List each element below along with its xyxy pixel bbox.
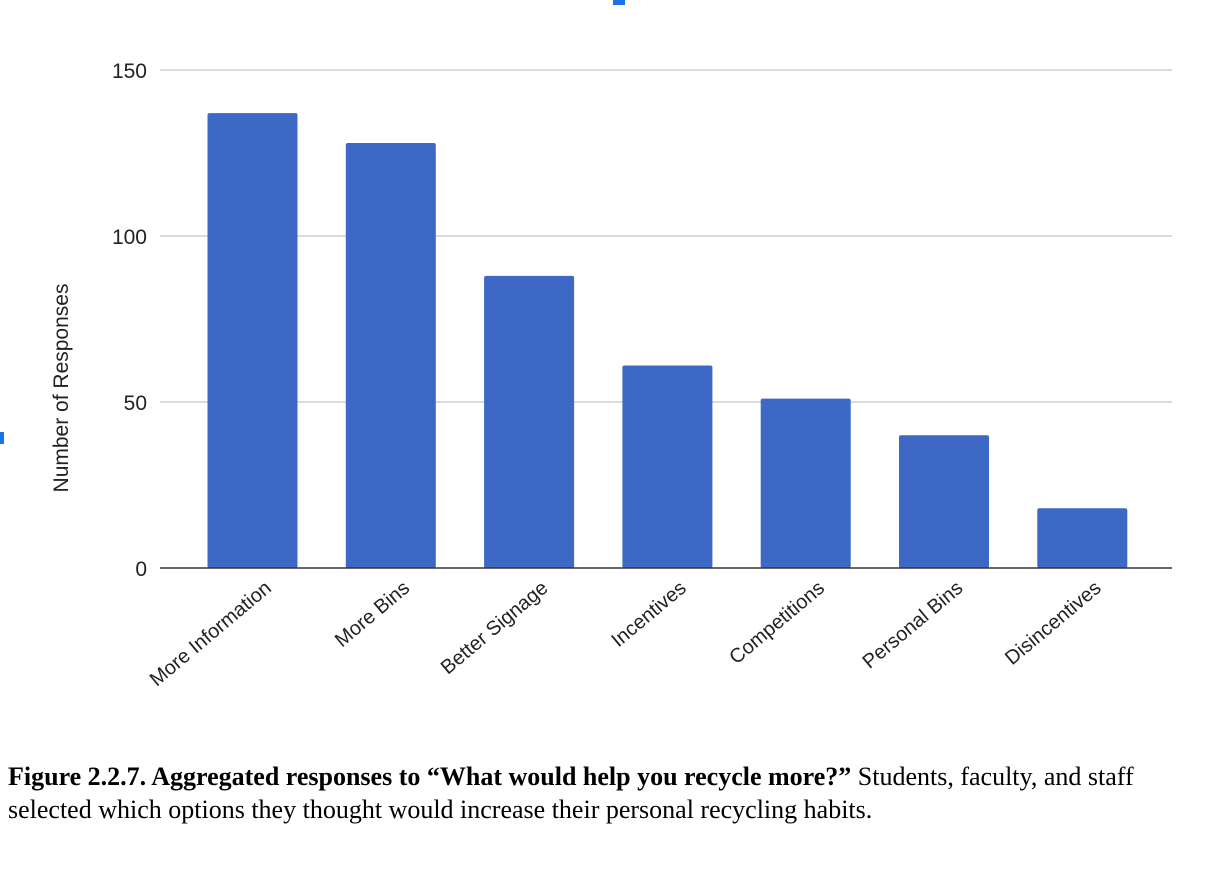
x-tick-label: Disincentives: [1001, 577, 1105, 670]
y-tick-label: 150: [112, 60, 147, 83]
x-tick-label: Incentives: [607, 577, 690, 652]
bar: [1037, 508, 1128, 568]
bars: [207, 113, 1128, 569]
bar: [760, 398, 851, 568]
y-tick-label: 0: [135, 558, 147, 581]
gridlines: [160, 69, 1172, 403]
bar-chart: 0 50 100 150 More Information More Bins Bette…: [50, 60, 1172, 691]
caption-bold: Figure 2.2.7. Aggregated responses to “W…: [8, 762, 852, 791]
x-tick-label: Competitions: [725, 577, 829, 669]
x-tick-labels: More Information More Bins Better Signage I…: [146, 577, 1106, 691]
bar: [484, 275, 575, 568]
selection-handle-top: [613, 0, 625, 5]
x-tick-label: Better Signage: [437, 577, 553, 679]
y-tick-label: 100: [112, 226, 147, 249]
caption-text: Students, faculty, and staff selected wh…: [8, 762, 1134, 824]
figure-caption: Figure 2.2.7. Aggregated responses to “W…: [8, 760, 1198, 826]
y-tick-label: 50: [124, 392, 147, 415]
bar: [207, 113, 298, 568]
bar: [345, 143, 436, 569]
y-tick-labels: 0 50 100 150: [112, 60, 147, 581]
bar: [899, 435, 989, 568]
x-tick-label: Personal Bins: [859, 577, 968, 673]
x-tick-label: More Bins: [331, 577, 414, 652]
x-tick-label: More Information: [146, 577, 276, 691]
selection-handle-left: [0, 432, 4, 444]
y-axis-title: Number of Responses: [50, 284, 73, 493]
bar: [622, 365, 713, 568]
